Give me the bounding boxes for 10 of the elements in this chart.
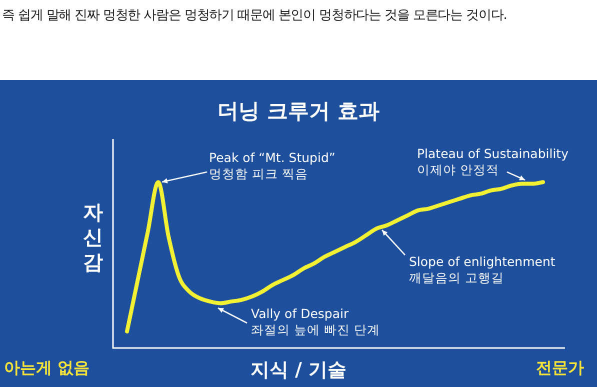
text: 전문가: [536, 358, 584, 379]
text: 즉 쉽게 말해 진짜 멍청한 사람은 멍청하기 때문에 본인이 멍청하다는 것을 모른다는 것이다.: [2, 8, 507, 25]
annotation: Slope of enlightenment 깨달음의 고행길: [409, 254, 556, 286]
chart-title: 더닝 크루거 효과: [216, 98, 380, 125]
annotation: Vally of Despair 좌절의 늪에 빠진 단계: [251, 306, 380, 338]
text: Plateau of Sustainability 이제야 안정적: [417, 146, 568, 178]
y-axis-title: 자신감: [82, 200, 104, 275]
x-axis-title: 지식 / 기술: [250, 359, 347, 381]
text: Peak of “Mt. Stupid” 멍청함 피크 찍음: [209, 150, 336, 182]
text: 아는게 없음: [4, 358, 90, 379]
